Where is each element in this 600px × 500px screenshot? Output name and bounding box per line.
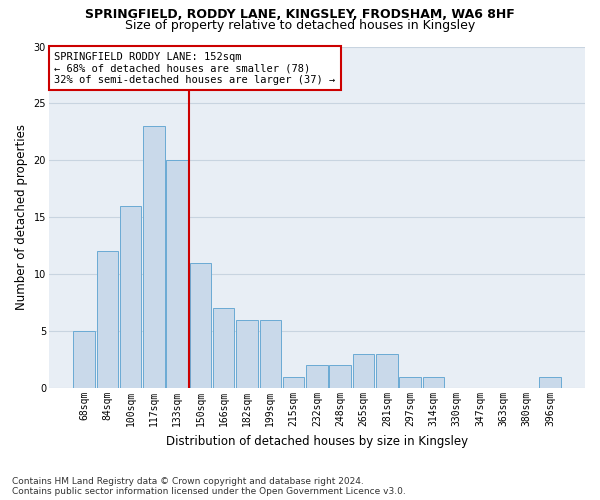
Bar	[376, 354, 398, 388]
Bar	[97, 252, 118, 388]
Bar	[236, 320, 258, 388]
Bar	[329, 366, 351, 388]
Bar	[283, 377, 304, 388]
Text: Size of property relative to detached houses in Kingsley: Size of property relative to detached ho…	[125, 18, 475, 32]
Bar	[306, 366, 328, 388]
Bar	[166, 160, 188, 388]
Bar	[422, 377, 444, 388]
Bar	[400, 377, 421, 388]
Bar	[260, 320, 281, 388]
X-axis label: Distribution of detached houses by size in Kingsley: Distribution of detached houses by size …	[166, 434, 468, 448]
Bar	[73, 331, 95, 388]
Y-axis label: Number of detached properties: Number of detached properties	[15, 124, 28, 310]
Bar	[120, 206, 141, 388]
Bar	[190, 263, 211, 388]
Bar	[353, 354, 374, 388]
Bar	[143, 126, 164, 388]
Bar	[213, 308, 235, 388]
Text: Contains HM Land Registry data © Crown copyright and database right 2024.
Contai: Contains HM Land Registry data © Crown c…	[12, 476, 406, 496]
Text: SPRINGFIELD RODDY LANE: 152sqm
← 68% of detached houses are smaller (78)
32% of : SPRINGFIELD RODDY LANE: 152sqm ← 68% of …	[54, 52, 335, 85]
Bar	[539, 377, 560, 388]
Text: SPRINGFIELD, RODDY LANE, KINGSLEY, FRODSHAM, WA6 8HF: SPRINGFIELD, RODDY LANE, KINGSLEY, FRODS…	[85, 8, 515, 20]
